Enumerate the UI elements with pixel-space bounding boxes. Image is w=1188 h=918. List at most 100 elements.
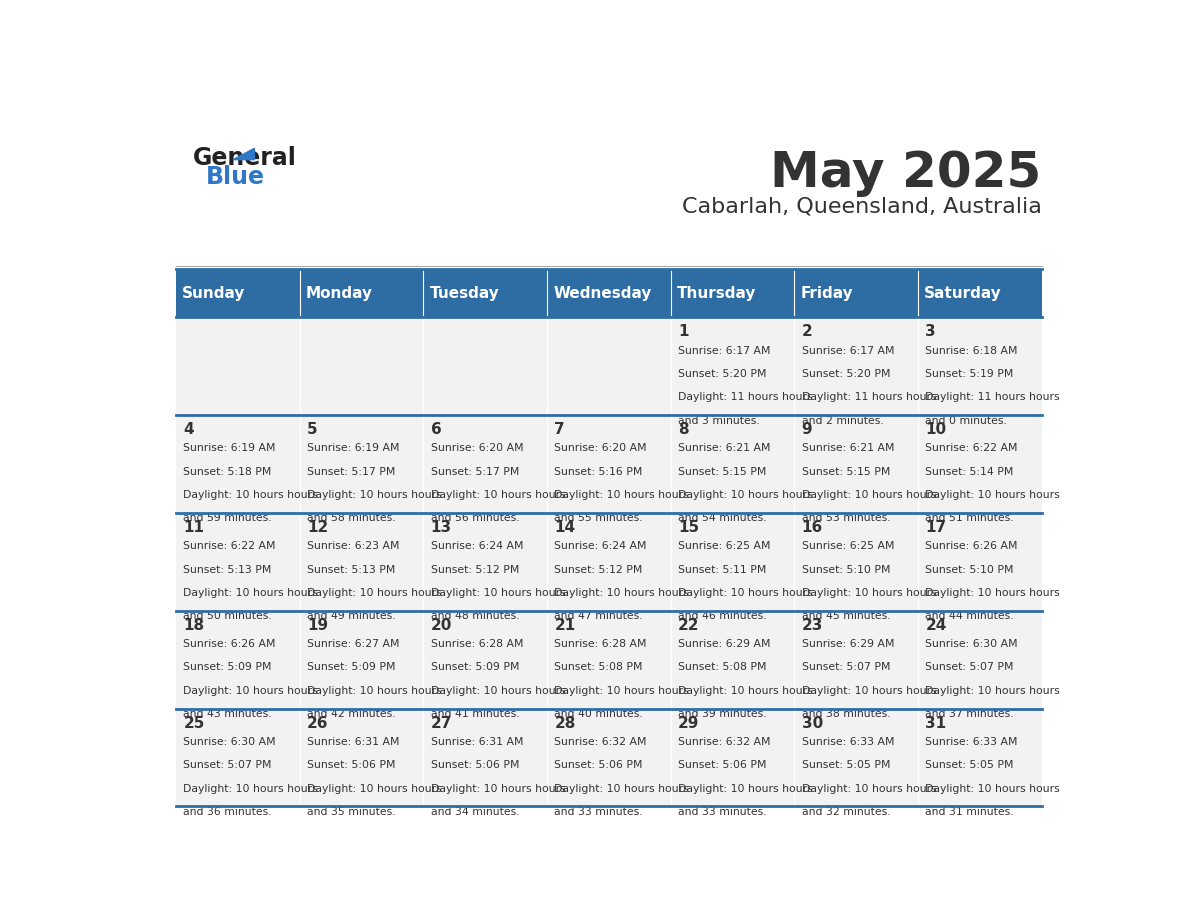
- Text: Sunset: 5:12 PM: Sunset: 5:12 PM: [555, 565, 643, 575]
- Text: Cabarlah, Queensland, Australia: Cabarlah, Queensland, Australia: [682, 196, 1042, 217]
- Text: Daylight: 10 hours hours: Daylight: 10 hours hours: [431, 588, 565, 598]
- Text: 17: 17: [925, 520, 947, 535]
- Text: Sunset: 5:09 PM: Sunset: 5:09 PM: [183, 663, 272, 672]
- Bar: [299, 415, 423, 513]
- Text: Daylight: 10 hours hours: Daylight: 10 hours hours: [308, 686, 442, 696]
- Text: and 31 minutes.: and 31 minutes.: [925, 807, 1013, 817]
- Text: Daylight: 10 hours hours: Daylight: 10 hours hours: [555, 686, 689, 696]
- Text: Monday: Monday: [307, 285, 373, 301]
- Text: Sunset: 5:17 PM: Sunset: 5:17 PM: [431, 466, 519, 476]
- Text: and 46 minutes.: and 46 minutes.: [678, 611, 766, 621]
- Text: Daylight: 10 hours hours: Daylight: 10 hours hours: [431, 784, 565, 793]
- Text: Sunset: 5:07 PM: Sunset: 5:07 PM: [925, 663, 1013, 672]
- Text: Sunset: 5:15 PM: Sunset: 5:15 PM: [678, 466, 766, 476]
- Text: Daylight: 11 hours hours: Daylight: 11 hours hours: [925, 392, 1060, 402]
- Polygon shape: [233, 149, 254, 160]
- Text: Sunset: 5:06 PM: Sunset: 5:06 PM: [308, 760, 396, 770]
- Text: and 35 minutes.: and 35 minutes.: [308, 807, 396, 817]
- Text: 1: 1: [678, 324, 689, 340]
- Text: 5: 5: [308, 422, 317, 437]
- Text: and 41 minutes.: and 41 minutes.: [431, 709, 519, 719]
- Text: 20: 20: [431, 618, 453, 633]
- Bar: [671, 513, 795, 610]
- Bar: [423, 269, 546, 318]
- Text: Thursday: Thursday: [677, 285, 757, 301]
- Bar: [546, 610, 671, 709]
- Text: and 2 minutes.: and 2 minutes.: [802, 416, 884, 426]
- Text: Daylight: 10 hours hours: Daylight: 10 hours hours: [308, 588, 442, 598]
- Text: and 58 minutes.: and 58 minutes.: [308, 513, 396, 523]
- Text: and 50 minutes.: and 50 minutes.: [183, 611, 272, 621]
- Bar: [546, 513, 671, 610]
- Text: Sunrise: 6:18 AM: Sunrise: 6:18 AM: [925, 345, 1018, 355]
- Text: May 2025: May 2025: [770, 149, 1042, 197]
- Text: Sunset: 5:06 PM: Sunset: 5:06 PM: [555, 760, 643, 770]
- Text: Sunset: 5:10 PM: Sunset: 5:10 PM: [802, 565, 890, 575]
- Bar: [423, 709, 546, 806]
- Text: Sunset: 5:20 PM: Sunset: 5:20 PM: [802, 369, 890, 379]
- Text: Sunset: 5:16 PM: Sunset: 5:16 PM: [555, 466, 643, 476]
- Text: Sunset: 5:14 PM: Sunset: 5:14 PM: [925, 466, 1013, 476]
- Text: and 49 minutes.: and 49 minutes.: [308, 611, 396, 621]
- Text: Sunset: 5:08 PM: Sunset: 5:08 PM: [555, 663, 643, 672]
- Bar: [299, 709, 423, 806]
- Text: Daylight: 10 hours hours: Daylight: 10 hours hours: [183, 490, 318, 500]
- Text: and 37 minutes.: and 37 minutes.: [925, 709, 1013, 719]
- Text: 3: 3: [925, 324, 936, 340]
- Bar: [546, 318, 671, 415]
- Text: Sunset: 5:13 PM: Sunset: 5:13 PM: [183, 565, 272, 575]
- Bar: [423, 513, 546, 610]
- Text: Daylight: 10 hours hours: Daylight: 10 hours hours: [431, 686, 565, 696]
- Text: Daylight: 10 hours hours: Daylight: 10 hours hours: [555, 784, 689, 793]
- Text: 18: 18: [183, 618, 204, 633]
- Text: and 47 minutes.: and 47 minutes.: [555, 611, 643, 621]
- Bar: [176, 318, 299, 415]
- Text: Sunrise: 6:19 AM: Sunrise: 6:19 AM: [308, 443, 399, 453]
- Text: and 33 minutes.: and 33 minutes.: [555, 807, 643, 817]
- Text: 10: 10: [925, 422, 947, 437]
- Text: Sunrise: 6:25 AM: Sunrise: 6:25 AM: [678, 542, 771, 551]
- Bar: [423, 415, 546, 513]
- Text: Sunset: 5:12 PM: Sunset: 5:12 PM: [431, 565, 519, 575]
- Text: and 32 minutes.: and 32 minutes.: [802, 807, 890, 817]
- Text: Daylight: 10 hours hours: Daylight: 10 hours hours: [183, 686, 318, 696]
- Text: Friday: Friday: [801, 285, 853, 301]
- Text: and 38 minutes.: and 38 minutes.: [802, 709, 890, 719]
- Text: and 53 minutes.: and 53 minutes.: [802, 513, 890, 523]
- Text: Sunrise: 6:22 AM: Sunrise: 6:22 AM: [183, 542, 276, 551]
- Text: Sunrise: 6:20 AM: Sunrise: 6:20 AM: [431, 443, 524, 453]
- Text: Sunset: 5:07 PM: Sunset: 5:07 PM: [183, 760, 272, 770]
- Text: Daylight: 10 hours hours: Daylight: 10 hours hours: [925, 686, 1060, 696]
- Text: Daylight: 10 hours hours: Daylight: 10 hours hours: [308, 490, 442, 500]
- Text: Sunrise: 6:19 AM: Sunrise: 6:19 AM: [183, 443, 276, 453]
- Text: Daylight: 10 hours hours: Daylight: 10 hours hours: [925, 588, 1060, 598]
- Text: and 0 minutes.: and 0 minutes.: [925, 416, 1007, 426]
- Text: Sunrise: 6:28 AM: Sunrise: 6:28 AM: [431, 639, 523, 649]
- Text: 27: 27: [431, 716, 453, 731]
- Text: Daylight: 10 hours hours: Daylight: 10 hours hours: [802, 588, 936, 598]
- Text: 19: 19: [308, 618, 328, 633]
- Text: and 42 minutes.: and 42 minutes.: [308, 709, 396, 719]
- Text: Daylight: 10 hours hours: Daylight: 10 hours hours: [678, 588, 813, 598]
- Text: and 59 minutes.: and 59 minutes.: [183, 513, 272, 523]
- Bar: [918, 610, 1042, 709]
- Text: and 48 minutes.: and 48 minutes.: [431, 611, 519, 621]
- Bar: [918, 318, 1042, 415]
- Text: Sunrise: 6:28 AM: Sunrise: 6:28 AM: [555, 639, 647, 649]
- Text: and 34 minutes.: and 34 minutes.: [431, 807, 519, 817]
- Text: Sunrise: 6:17 AM: Sunrise: 6:17 AM: [802, 345, 895, 355]
- Bar: [671, 269, 795, 318]
- Bar: [671, 415, 795, 513]
- Bar: [423, 318, 546, 415]
- Text: Sunset: 5:18 PM: Sunset: 5:18 PM: [183, 466, 272, 476]
- Text: Sunset: 5:05 PM: Sunset: 5:05 PM: [925, 760, 1013, 770]
- Text: Daylight: 10 hours hours: Daylight: 10 hours hours: [555, 490, 689, 500]
- Text: Sunset: 5:06 PM: Sunset: 5:06 PM: [431, 760, 519, 770]
- Text: 23: 23: [802, 618, 823, 633]
- Text: Daylight: 10 hours hours: Daylight: 10 hours hours: [183, 784, 318, 793]
- Bar: [176, 610, 299, 709]
- Text: Sunrise: 6:21 AM: Sunrise: 6:21 AM: [678, 443, 771, 453]
- Text: Sunset: 5:07 PM: Sunset: 5:07 PM: [802, 663, 890, 672]
- Text: 12: 12: [308, 520, 328, 535]
- Bar: [176, 269, 299, 318]
